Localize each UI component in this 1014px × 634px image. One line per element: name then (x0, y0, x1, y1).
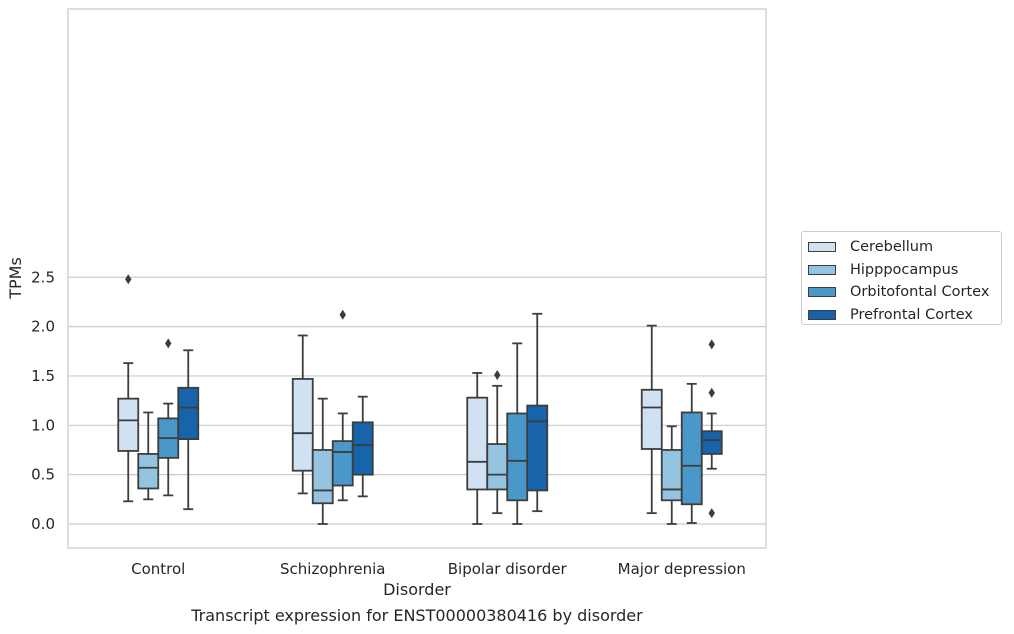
legend-swatch (808, 242, 836, 253)
x-axis-title: Disorder (383, 580, 451, 599)
outlier-point (708, 387, 715, 398)
box (177, 386, 200, 441)
figure-caption: Transcript expression for ENST0000038041… (191, 606, 643, 625)
legend-label: Cerebellum (850, 239, 934, 256)
outlier-point (339, 309, 346, 320)
y-axis-title: TPMs (6, 257, 25, 300)
legend-label: Prefrontal Cortex (850, 306, 973, 323)
legend-label: Hipppocampus (850, 261, 959, 278)
box (117, 397, 140, 452)
box (311, 449, 334, 505)
series-cerebellum (117, 274, 663, 525)
legend: Cerebellum Hipppocampus Orbitofontal Corte… (801, 231, 1002, 325)
x-tick-labels: Control Schizophrenia Bipolar disorder Majo… (131, 560, 746, 578)
outlier-point (708, 508, 715, 519)
box (660, 449, 683, 502)
box-series (117, 274, 723, 525)
outlier-point (165, 338, 172, 349)
y-tick-label: 2.0 (31, 318, 55, 336)
legend-item: Cerebellum (808, 236, 1001, 259)
y-tick-labels: 0.0 0.5 1.0 1.5 2.0 2.5 (31, 268, 55, 533)
legend-item: Hipppocampus (808, 259, 1001, 282)
series-hipppocampus (137, 369, 683, 525)
legend-swatch (808, 264, 836, 275)
legend-swatch (808, 287, 836, 298)
x-tick-label: Bipolar disorder (448, 560, 568, 578)
box (137, 453, 160, 490)
legend-swatch (808, 309, 836, 320)
outlier-point (125, 274, 132, 285)
x-tick-label: Major depression (618, 560, 746, 578)
box (640, 388, 663, 450)
y-tick-label: 1.0 (31, 416, 55, 434)
legend-item: Orbitofontal Cortex (808, 281, 1001, 304)
box (680, 411, 703, 506)
outlier-point (494, 369, 501, 380)
box (526, 404, 549, 492)
box (291, 378, 314, 472)
legend-item: Prefrontal Cortex (808, 304, 1001, 327)
box (486, 443, 509, 491)
box (700, 430, 723, 455)
series-prefrontal-cortex (177, 312, 723, 519)
x-tick-label: Control (131, 560, 185, 578)
box (466, 396, 489, 491)
outlier-point (708, 339, 715, 350)
box (351, 421, 374, 476)
box (506, 412, 529, 502)
series-orbitofontal-cortex (157, 309, 703, 525)
y-tick-label: 0.0 (31, 515, 55, 533)
box (331, 440, 354, 487)
plot-frame (67, 8, 767, 549)
legend-label: Orbitofontal Cortex (850, 284, 990, 301)
x-tick-label: Schizophrenia (280, 560, 385, 578)
y-tick-label: 0.5 (31, 466, 55, 484)
y-tick-label: 1.5 (31, 367, 55, 385)
y-tick-label: 2.5 (31, 268, 55, 286)
